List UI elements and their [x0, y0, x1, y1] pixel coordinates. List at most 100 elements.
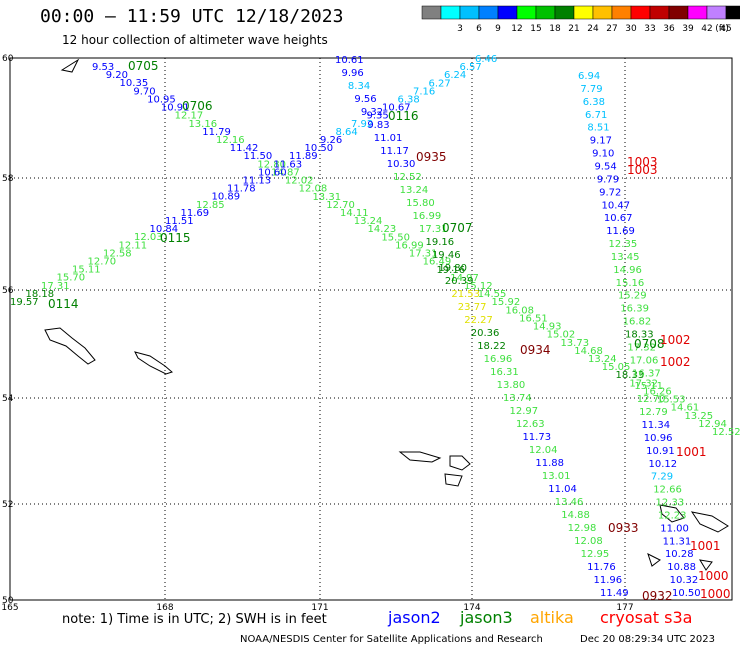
lat-label: 60 [2, 54, 14, 64]
track-a-value: 13.25 [684, 411, 713, 422]
legend-tick-label: 21 [568, 24, 579, 34]
track-a-value: 19.16 [436, 265, 465, 276]
time-label-green: 0705 [128, 59, 159, 73]
track-a-value: 13.73 [560, 338, 589, 349]
track-c-value: 12.63 [516, 419, 545, 430]
track-d-value: 10.12 [649, 459, 678, 470]
track-c-value: 19.46 [432, 250, 461, 261]
track-a-value: 14.11 [340, 208, 369, 219]
time-label-red: 1003 [627, 163, 658, 177]
legend-tick-label: 6 [476, 24, 482, 34]
track-d-value: 10.96 [644, 433, 673, 444]
track-b-value: 18.18 [26, 289, 55, 300]
track-c-value: 12.08 [574, 536, 603, 547]
land-outline [647, 553, 661, 567]
track-c-value: 10.30 [387, 159, 416, 170]
track-a-value: 9.70 [133, 86, 155, 97]
track-a-value: 14.61 [671, 403, 700, 414]
lat-label: 52 [2, 500, 13, 510]
track-a-value: 12.70 [326, 200, 355, 211]
track-d-value: 7.79 [580, 84, 602, 95]
track-d-value: 10.32 [670, 575, 699, 586]
map-frame [9, 57, 733, 601]
track-c-value: 10.61 [335, 55, 364, 66]
lon-label: 165 [1, 603, 18, 613]
track-b-value: 11.13 [243, 176, 272, 187]
sat-jason2: jason2 [388, 608, 441, 627]
legend-tick-label: 42 [701, 24, 712, 34]
track-d-value: 10.91 [646, 446, 675, 457]
track-b-value: 12.85 [196, 200, 225, 211]
track-d-value: 12.33 [656, 498, 685, 509]
track-c-value: 9.56 [354, 94, 376, 105]
time-label-red: 1002 [660, 355, 691, 369]
track-a-value: 11.79 [202, 127, 231, 138]
track-c-value: 15.80 [406, 198, 435, 209]
track-c-value: 11.04 [548, 484, 577, 495]
footer-credit: NOAA/NESDIS Center for Satellite Applica… [240, 634, 543, 645]
track-c-value: 18.22 [477, 341, 506, 352]
lat-label: 54 [2, 394, 14, 404]
track-b-value: 6.46 [475, 54, 497, 65]
track-a-value: 15.50 [381, 232, 410, 243]
track-c-value: 8.34 [348, 81, 370, 92]
land-outline [44, 327, 96, 365]
track-a-value: 18.33 [616, 370, 645, 381]
track-d-value: 8.51 [587, 123, 609, 134]
track-b-value: 11.78 [227, 184, 256, 195]
track-d-value: 9.79 [597, 174, 619, 185]
track-c-value: 21.53 [451, 289, 480, 300]
track-a-value: 15.92 [492, 297, 521, 308]
track-b-value: 10.60 [258, 167, 287, 178]
track-d-value: 9.54 [594, 161, 616, 172]
track-d-value: 17.06 [630, 355, 659, 366]
track-d-value: 13.45 [611, 252, 640, 263]
track-d-value: 18.33 [625, 330, 654, 341]
track-d-value: 16.37 [632, 368, 661, 379]
track-d-value: 17.32 [627, 342, 656, 353]
legend-tick-label: 30 [625, 24, 637, 34]
legend-tick-label: 39 [682, 24, 694, 34]
time-label-green: 0115 [160, 231, 191, 245]
track-c-value: 9.83 [367, 120, 389, 131]
track-c-value: 11.96 [594, 575, 623, 586]
track-c-value: 17.31 [419, 224, 448, 235]
track-d-value: 10.28 [665, 549, 694, 560]
track-d-value: 12.23 [658, 510, 687, 521]
track-a-value: 16.49 [423, 257, 452, 268]
track-a-value: 12.02 [285, 176, 314, 187]
land-outline [60, 58, 80, 73]
track-b-value: 12.03 [134, 232, 163, 243]
track-c-value: 23.77 [458, 302, 487, 313]
track-c-value: 9.32 [361, 107, 383, 118]
legend-tick-label: 15 [530, 24, 541, 34]
lon-label: 168 [156, 603, 173, 613]
track-d-value: 14.96 [613, 265, 642, 276]
track-c-value: 14.88 [561, 510, 590, 521]
track-a-value: 10.95 [147, 94, 176, 105]
track-a-value: 17.31 [409, 249, 438, 260]
time-label-maroon: 0933 [608, 521, 639, 535]
track-a-value: 14.87 [271, 167, 300, 178]
lon-label: 177 [616, 603, 633, 613]
track-a-value: 12.52 [712, 427, 740, 438]
track-b-value: 7.16 [413, 86, 435, 97]
track-c-value: 11.73 [522, 432, 551, 443]
track-a-value: 14.23 [368, 224, 397, 235]
track-c-value: 19.80 [438, 263, 467, 274]
track-a-value: 16.51 [519, 313, 548, 324]
track-c-value: 20.36 [471, 328, 500, 339]
track-a-value: 16.99 [395, 240, 424, 251]
land-outline [134, 351, 173, 375]
track-b-value: 12.58 [103, 248, 132, 259]
track-d-value: 9.10 [592, 149, 614, 160]
track-b-value: 6.38 [398, 95, 420, 106]
track-d-value: 12.35 [609, 239, 638, 250]
track-c-value: 16.31 [490, 367, 519, 378]
track-b-value: 12.11 [119, 240, 148, 251]
time-label-red: 1003 [627, 155, 658, 169]
track-d-value: 16.39 [620, 304, 649, 315]
track-c-value: 12.95 [581, 549, 610, 560]
track-d-value: 11.31 [663, 536, 692, 547]
